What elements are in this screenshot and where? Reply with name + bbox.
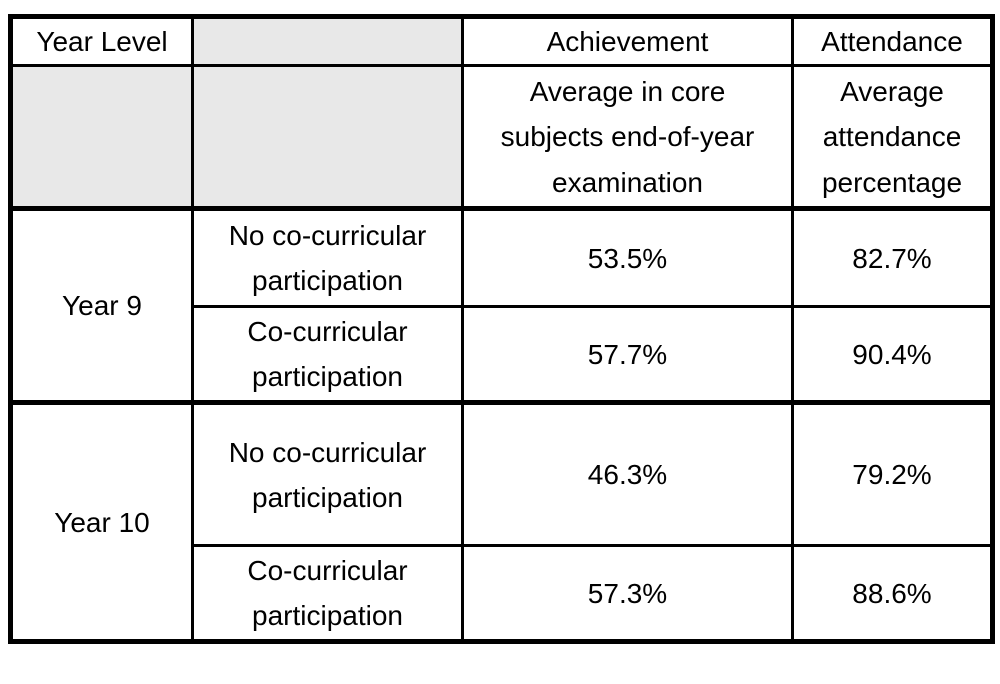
attendance-value: 88.6% [791, 544, 994, 644]
header-row-2: Average in core subjects end-of-year exa… [9, 64, 994, 212]
participation-label: No co-curricular participation [191, 207, 464, 309]
table-row-year10-no-participation: Year 10 No co-curricular participation 4… [9, 401, 994, 644]
participation-label: Co-curricular participation [191, 544, 464, 644]
year-10-label: Year 10 [9, 401, 194, 644]
table-row-year9-no-participation: Year 9 No co-curricular participation 53… [9, 207, 994, 406]
participation-label: Co-curricular participation [191, 305, 464, 406]
header-attendance: Attendance [791, 14, 994, 68]
header-empty-participation-2 [191, 64, 464, 212]
attendance-value: 90.4% [791, 305, 994, 406]
attendance-value: 82.7% [791, 207, 994, 309]
header-achievement-description: Average in core subjects end-of-year exa… [461, 64, 794, 212]
header-year-level: Year Level [9, 14, 194, 68]
header-empty-participation [191, 14, 464, 68]
achievement-value: 57.7% [461, 305, 794, 406]
header-row-1: Year Level Achievement Attendance [9, 14, 994, 68]
year-9-label: Year 9 [9, 207, 194, 406]
participation-label: No co-curricular participation [191, 401, 464, 548]
table-row-year10-participation: Co-curricular participation 57.3% 88.6% [11, 544, 994, 644]
header-achievement: Achievement [461, 14, 794, 68]
table-row-year9-participation: Co-curricular participation 57.7% 90.4% [11, 305, 994, 406]
achievement-value: 57.3% [461, 544, 794, 644]
data-table: Year Level Achievement Attendance Averag… [8, 14, 995, 645]
header-empty-year-level [9, 64, 194, 212]
achievement-value: 53.5% [461, 207, 794, 309]
achievement-value: 46.3% [461, 401, 794, 548]
header-attendance-description: Average attendance percentage [791, 64, 994, 212]
attendance-value: 79.2% [791, 401, 994, 548]
